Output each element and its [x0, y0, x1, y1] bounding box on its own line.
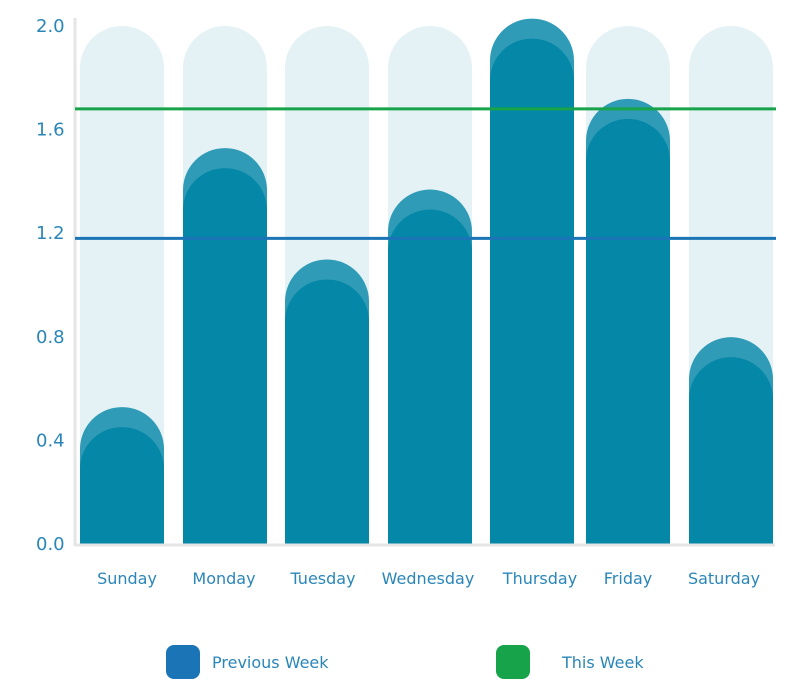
legend-swatch-this-week: [496, 645, 530, 679]
x-tick-label-saturday: Saturday: [688, 569, 760, 588]
y-tick-label: 1.2: [36, 223, 65, 244]
legend-label-previous-week: Previous Week: [212, 652, 329, 672]
x-tick-label-sunday: Sunday: [97, 569, 157, 588]
y-tick-label: 0.4: [36, 430, 65, 451]
legend-label-this-week: This Week: [562, 652, 644, 672]
bar-thursday[interactable]: [490, 38, 574, 544]
y-tick-label: 0.8: [36, 327, 65, 348]
y-tick-label: 1.6: [36, 120, 65, 141]
bar-wednesday[interactable]: [388, 209, 472, 544]
bar-friday[interactable]: [586, 118, 670, 544]
x-tick-label-thursday: Thursday: [502, 569, 577, 588]
legend-item-previous-week[interactable]: Previous Week: [166, 644, 329, 680]
bar-sunday[interactable]: [80, 427, 164, 544]
bar-monday[interactable]: [183, 168, 267, 544]
x-tick-label-wednesday: Wednesday: [382, 569, 475, 588]
y-tick-label: 2.0: [36, 16, 65, 37]
x-tick-label-monday: Monday: [192, 569, 255, 588]
x-tick-label-friday: Friday: [604, 569, 653, 588]
legend-item-this-week[interactable]: This Week: [496, 644, 644, 680]
y-tick-label: 0.0: [36, 534, 65, 555]
bar-saturday[interactable]: [689, 357, 773, 544]
bar-tuesday[interactable]: [285, 279, 369, 544]
x-tick-label-tuesday: Tuesday: [289, 569, 355, 588]
legend-swatch-previous-week: [166, 645, 200, 679]
